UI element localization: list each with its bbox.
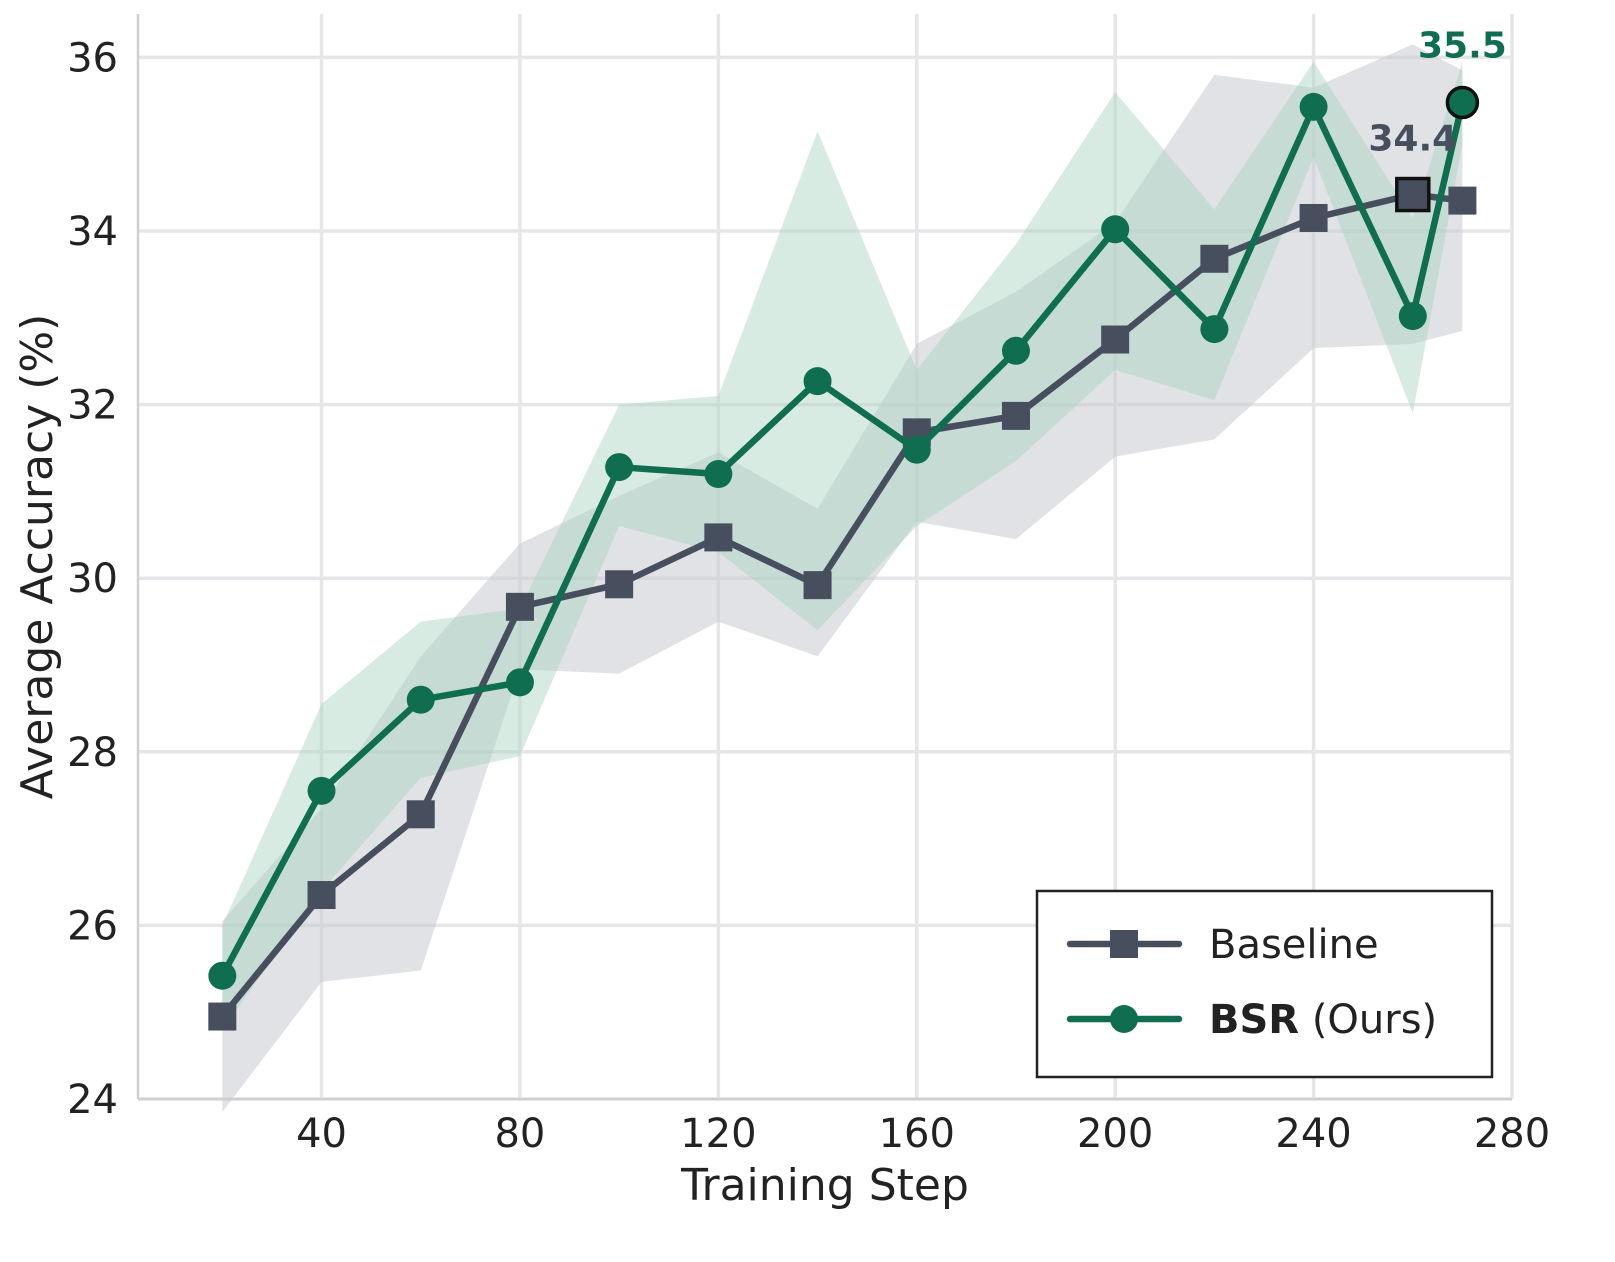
y-tick-label: 34: [67, 209, 118, 255]
baseline-point: [1299, 203, 1328, 232]
bsr-point: [208, 961, 237, 990]
baseline-point: [1200, 244, 1229, 273]
bsr-best-point: [1445, 85, 1480, 120]
bsr-point: [1001, 336, 1030, 365]
y-tick-label: 32: [67, 383, 118, 429]
y-tick-label: 28: [67, 730, 118, 776]
legend-bsr-label: BSR (Ours): [1209, 997, 1437, 1043]
legend-bsr-marker: [1110, 1005, 1138, 1033]
baseline-point: [605, 570, 634, 599]
x-tick-label: 40: [296, 1111, 347, 1157]
baseline-point: [1101, 325, 1130, 354]
bsr-point: [505, 668, 534, 697]
legend-bsr-label-bold: BSR: [1209, 997, 1299, 1043]
tick-labels: 40 80 120 160 200 240 280 24 26 28 30 32 34 36: [67, 35, 1550, 1157]
bsr-point: [902, 435, 931, 464]
baseline-point: [406, 800, 435, 829]
annotations: 34.4 35.5: [1368, 26, 1507, 213]
x-tick-label: 280: [1474, 1111, 1550, 1157]
series-line-bsr: [219, 99, 1466, 979]
legend-box: [1035, 889, 1494, 1079]
y-tick-label: 24: [67, 1077, 118, 1123]
series-lines: [208, 88, 1477, 1031]
y-tick-label: 26: [67, 903, 118, 949]
baseline-point: [704, 523, 733, 552]
x-tick-label: 80: [494, 1111, 545, 1157]
bsr-point: [1398, 302, 1427, 331]
bsr-point: [307, 776, 336, 805]
series-line-baseline: [219, 191, 1466, 1020]
baseline-point: [208, 1002, 237, 1031]
bsr-point: [803, 367, 832, 396]
y-tick-label: 36: [67, 35, 118, 81]
baseline-best-label: 34.4: [1368, 119, 1457, 160]
bsr-point: [605, 453, 634, 482]
baseline-best-point: [1395, 176, 1431, 213]
axes: [136, 14, 1512, 1101]
bsr-point: [1200, 315, 1229, 344]
bsr-point: [406, 685, 435, 714]
legend: Baseline BSR (Ours): [1035, 889, 1494, 1079]
x-tick-label: 240: [1275, 1111, 1351, 1157]
bsr-point: [1101, 215, 1130, 244]
legend-baseline-label: Baseline: [1209, 922, 1379, 968]
baseline-point: [803, 571, 832, 600]
x-tick-label: 200: [1077, 1111, 1153, 1157]
x-tick-label: 120: [680, 1111, 756, 1157]
x-tick-label: 160: [879, 1111, 955, 1157]
baseline-point: [1448, 186, 1477, 215]
bsr-best-label: 35.5: [1418, 26, 1507, 67]
y-axis-title: Average Accuracy (%): [12, 314, 63, 800]
x-axis-title: Training Step: [680, 1160, 969, 1211]
bsr-point: [1299, 92, 1328, 121]
bsr-point: [704, 460, 733, 489]
y-tick-label: 30: [67, 556, 118, 602]
legend-baseline-marker: [1110, 930, 1138, 958]
legend-bsr-label-rest: (Ours): [1299, 997, 1437, 1043]
baseline-point: [307, 881, 336, 910]
baseline-point: [505, 592, 534, 621]
baseline-point: [1001, 401, 1030, 430]
